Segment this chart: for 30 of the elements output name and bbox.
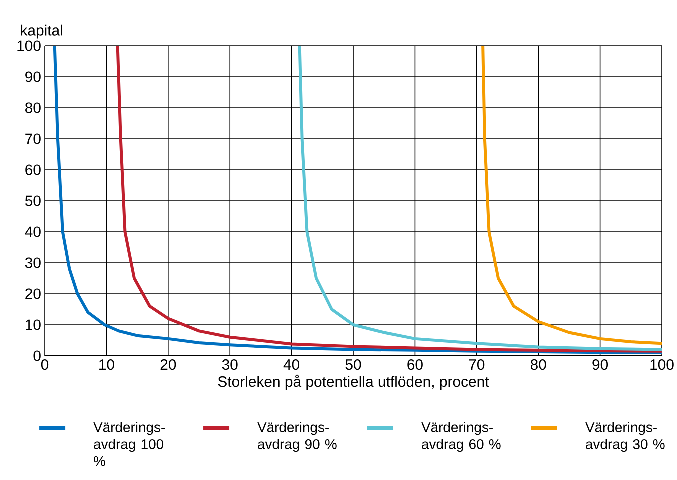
y-axis-title: kapital	[21, 24, 62, 39]
x-tick-label: 70	[469, 360, 485, 370]
x-axis-title: Storleken på potentiella utflöden, procent	[218, 374, 490, 390]
y-tick-label: 90	[26, 72, 41, 82]
y-tick-label: 10	[26, 320, 41, 330]
y-tick-label: 30	[25, 258, 41, 268]
x-tick-label: 60	[408, 360, 423, 370]
y-tick-label: 0	[34, 350, 41, 362]
x-tick-label: 50	[346, 360, 362, 370]
x-tick-label: 80	[530, 360, 546, 370]
x-tick-label: 40	[284, 360, 300, 370]
y-tick-label: 60	[26, 164, 41, 176]
legend-label: Värderings-avdrag 30 %	[586, 422, 665, 452]
legend-label: Värderings-avdrag 100 %	[94, 422, 165, 466]
y-tick-label: 80	[26, 102, 41, 114]
legend-label: Värderings-avdrag 60 %	[422, 422, 501, 452]
x-tick-label: 0	[41, 360, 49, 370]
y-tick-label: 20	[26, 288, 41, 300]
legend-label: Värderings-avdrag 90 %	[258, 422, 337, 452]
y-tick-label: 40	[25, 226, 41, 238]
y-tick-label: 50	[25, 196, 41, 206]
line-series	[482, 46, 662, 346]
x-tick-label: 10	[100, 360, 114, 370]
x-tick-label: 20	[160, 360, 176, 370]
line-series	[298, 46, 662, 352]
x-tick-label: 100	[650, 360, 674, 370]
y-tick-label: 100	[18, 40, 41, 52]
x-tick-label: 90	[592, 360, 608, 370]
x-tick-label: 30	[222, 360, 238, 370]
y-tick-label: 70	[26, 134, 41, 144]
